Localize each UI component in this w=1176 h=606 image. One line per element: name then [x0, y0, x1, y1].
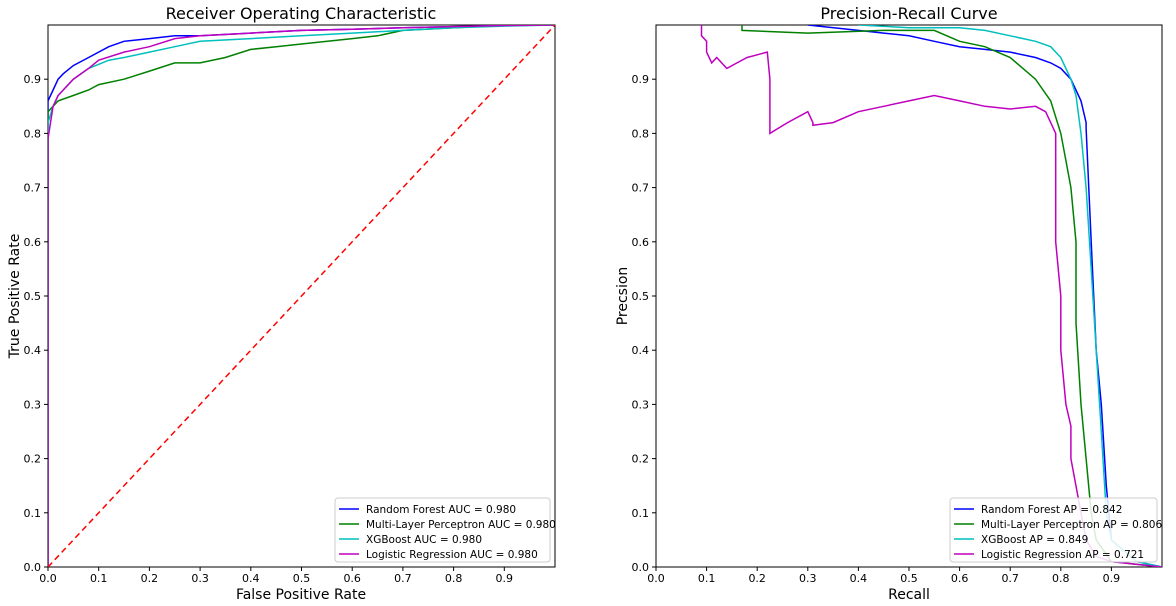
pr-series-line-0 — [807, 25, 1162, 567]
pr-x-tick-label: 0.6 — [951, 572, 969, 585]
pr-title: Precision-Recall Curve — [820, 4, 997, 23]
roc-title: Receiver Operating Characteristic — [166, 4, 437, 23]
pr-series-line-3 — [700, 25, 1162, 567]
pr-x-tick-label: 0.9 — [1103, 572, 1121, 585]
pr-y-tick-label: 0.1 — [632, 507, 650, 520]
roc-x-tick-label: 0.3 — [191, 572, 209, 585]
roc-x-tick-label: 0.4 — [242, 572, 260, 585]
roc-y-tick-label: 0.5 — [24, 290, 42, 303]
pr-x-axis-label: Recall — [888, 587, 930, 603]
pr-panel: Precision-Recall Curve Recall Precsion 0… — [615, 4, 1163, 603]
roc-panel: Receiver Operating Characteristic False … — [7, 4, 556, 603]
pr-x-tick-label: 0.1 — [698, 572, 716, 585]
pr-legend: Random Forest AP = 0.842 Multi-Layer Perc… — [949, 497, 1162, 563]
pr-y-tick-label: 0.5 — [632, 290, 650, 303]
pr-x-tick-label: 0.4 — [850, 572, 868, 585]
roc-diagonal-reference-line — [48, 25, 555, 567]
roc-x-tick-label: 0.1 — [90, 572, 108, 585]
pr-y-tick-label: 0.6 — [632, 236, 650, 249]
roc-x-tick-label: 0.7 — [394, 572, 412, 585]
roc-x-tick-label: 0.9 — [496, 572, 514, 585]
pr-legend-entry-1: Multi-Layer Perceptron AP = 0.806 — [981, 519, 1162, 531]
pr-y-axis-label: Precsion — [615, 267, 631, 326]
pr-x-tick-label: 0.3 — [799, 572, 817, 585]
roc-legend-entry-2: XGBoost AUC = 0.980 — [366, 534, 482, 546]
roc-series-line-3 — [48, 25, 555, 567]
pr-y-tick-label: 0.8 — [632, 127, 650, 140]
roc-y-tick-label: 0.4 — [24, 344, 42, 357]
roc-x-axis-label: False Positive Rate — [236, 587, 366, 603]
pr-plot-frame — [655, 24, 1163, 568]
pr-legend-entry-0: Random Forest AP = 0.842 — [981, 504, 1122, 516]
pr-series-group — [700, 25, 1162, 567]
roc-series-group — [48, 25, 555, 567]
roc-x-tick-label: 0.2 — [141, 572, 159, 585]
roc-legend-entry-3: Logistic Regression AUC = 0.980 — [366, 549, 538, 561]
roc-x-tick-label: 0.5 — [293, 572, 311, 585]
pr-legend-box — [949, 497, 1158, 563]
roc-x-tick-label: 0.8 — [445, 572, 463, 585]
roc-legend-box — [334, 497, 551, 563]
roc-legend-entry-0: Random Forest AUC = 0.980 — [366, 504, 516, 516]
roc-legend: Random Forest AUC = 0.980 Multi-Layer Per… — [334, 497, 556, 563]
pr-x-tick-label: 0.5 — [900, 572, 918, 585]
pr-legend-entry-2: XGBoost AP = 0.849 — [981, 534, 1088, 546]
roc-series-line-1 — [48, 25, 555, 567]
pr-legend-entry-3: Logistic Regression AP = 0.721 — [981, 549, 1144, 561]
roc-y-tick-label: 0.0 — [24, 561, 42, 574]
pr-y-tick-label: 0.4 — [632, 344, 650, 357]
roc-legend-entry-1: Multi-Layer Perceptron AUC = 0.980 — [366, 519, 556, 531]
roc-y-tick-label: 0.2 — [24, 453, 42, 466]
pr-y-tick-label: 0.3 — [632, 398, 650, 411]
roc-y-tick-label: 0.9 — [24, 73, 42, 86]
pr-y-tick-label: 0.7 — [632, 182, 650, 195]
roc-y-tick-label: 0.7 — [24, 182, 42, 195]
roc-y-axis-label: True Positive Rate — [7, 234, 23, 360]
pr-x-tick-label: 0.7 — [1001, 572, 1019, 585]
pr-x-tick-label: 0.0 — [647, 572, 665, 585]
pr-y-tick-label: 0.0 — [632, 561, 650, 574]
pr-x-tick-label: 0.8 — [1052, 572, 1070, 585]
roc-y-tick-label: 0.3 — [24, 398, 42, 411]
roc-x-tick-label: 0.0 — [39, 572, 57, 585]
roc-x-tick-label: 0.6 — [343, 572, 361, 585]
roc-y-tick-label: 0.6 — [24, 236, 42, 249]
pr-y-tick-label: 0.9 — [632, 73, 650, 86]
roc-y-tick-label: 0.8 — [24, 127, 42, 140]
pr-series-line-1 — [741, 25, 1162, 567]
roc-y-tick-label: 0.1 — [24, 507, 42, 520]
pr-x-tick-label: 0.2 — [748, 572, 766, 585]
pr-series-line-2 — [858, 25, 1162, 567]
pr-y-tick-label: 0.2 — [632, 453, 650, 466]
